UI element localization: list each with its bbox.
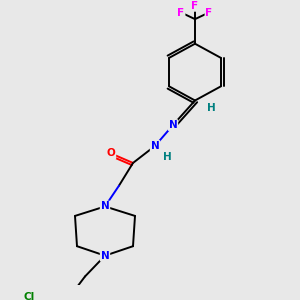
Text: Cl: Cl	[23, 292, 34, 300]
Text: N: N	[100, 202, 109, 212]
Text: N: N	[151, 141, 159, 151]
Text: N: N	[100, 251, 109, 261]
Text: O: O	[106, 148, 116, 158]
Text: F: F	[177, 8, 184, 17]
Text: N: N	[169, 120, 177, 130]
Text: F: F	[206, 8, 213, 17]
Text: H: H	[163, 152, 171, 162]
Text: F: F	[191, 1, 199, 11]
Text: H: H	[207, 103, 215, 113]
